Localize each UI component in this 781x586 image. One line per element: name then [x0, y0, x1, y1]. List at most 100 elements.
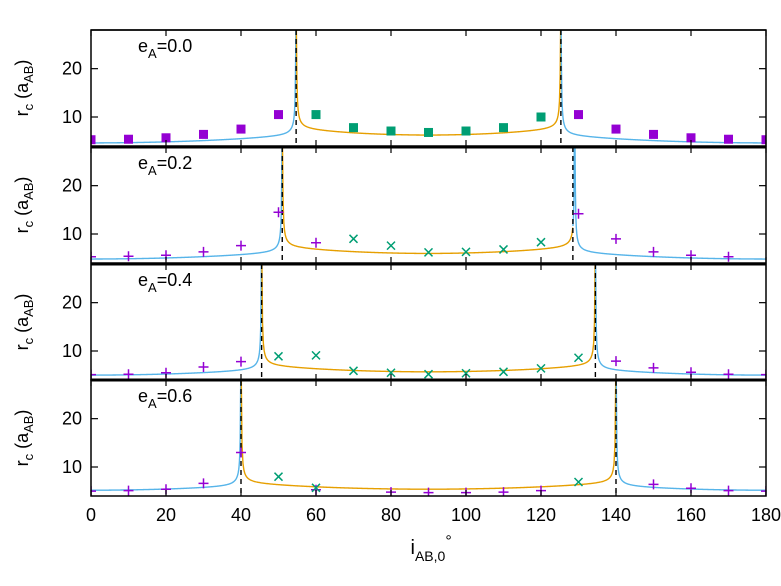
data-point-green [386, 126, 396, 136]
data-point-purple [236, 447, 246, 458]
y-tick-label: 10 [62, 341, 82, 361]
data-point-green [423, 369, 434, 379]
y-axis-title: rc (aAB) [12, 177, 36, 234]
data-point-green [423, 247, 434, 257]
x-tick-label: 180 [751, 505, 781, 525]
panel-1: 10 20 eA=0.2 rc (aAB) [12, 145, 767, 264]
panel-content [91, 380, 766, 496]
y-axis-title: rc (aAB) [12, 60, 36, 117]
panel-content [91, 30, 766, 146]
data-point-purple [611, 233, 621, 244]
prograde-curve-left [91, 147, 283, 260]
data-point-purple [723, 485, 734, 496]
data-point-purple [648, 479, 659, 490]
data-point-green [536, 237, 546, 247]
data-point-purple [686, 133, 696, 143]
x-axis: 0 20 40 60 80 100 120 140 160 180 [86, 505, 781, 525]
data-point-green [461, 368, 471, 378]
data-point-purple [161, 133, 171, 143]
data-point-purple [198, 478, 209, 489]
panel-label: eA=0.2 [138, 153, 192, 178]
x-tick-label: 0 [86, 505, 96, 525]
y-tick-label: 20 [62, 409, 82, 429]
data-point-green [386, 241, 396, 251]
panel-label: eA=0.6 [138, 386, 192, 411]
prograde-curve-right [594, 264, 766, 376]
data-point-purple [611, 124, 621, 134]
data-point-purple [123, 369, 134, 380]
data-point-purple [124, 134, 133, 144]
data-point-purple [311, 237, 321, 248]
data-point-purple [91, 486, 96, 496]
data-point-purple [649, 129, 658, 139]
y-axis-title: rc (aAB) [12, 410, 36, 467]
prograde-curve-left [91, 264, 263, 376]
data-point-purple [198, 246, 209, 257]
data-point-purple [648, 362, 659, 373]
data-point-purple [274, 110, 283, 120]
data-point-green [573, 477, 584, 487]
y-tick-label: 10 [62, 457, 82, 477]
panel-frame [90, 263, 767, 381]
x-tick-label: 20 [156, 505, 176, 525]
x-axis-title: iAB,0° [411, 533, 452, 564]
panel-content [91, 147, 766, 263]
data-point-green [498, 367, 509, 377]
x-tick-label: 80 [381, 505, 401, 525]
panel-0: 10 20 eA=0.0 rc (aAB) [12, 29, 767, 147]
data-point-purple [761, 135, 766, 145]
data-point-green [273, 351, 284, 361]
data-point-purple [91, 135, 96, 145]
data-point-purple [724, 134, 733, 144]
data-point-purple [273, 207, 284, 218]
panel-frame [90, 146, 767, 264]
data-point-green [349, 123, 358, 133]
data-point-purple [199, 129, 208, 139]
y-tick-label: 10 [62, 107, 82, 127]
retrograde-curve [295, 30, 562, 136]
data-point-green [499, 123, 508, 133]
x-tick-label: 140 [601, 505, 631, 525]
data-point-purple [236, 124, 246, 134]
data-point-purple [236, 356, 246, 367]
data-point-green [461, 247, 471, 257]
data-point-green [311, 350, 321, 360]
x-tick-label: 120 [526, 505, 556, 525]
x-tick-label: 60 [306, 505, 326, 525]
panel-label: eA=0.4 [138, 270, 192, 295]
data-point-purple [761, 369, 766, 380]
data-point-purple [236, 240, 246, 251]
data-point-green [386, 368, 396, 378]
data-point-purple [91, 369, 96, 380]
data-point-green [348, 366, 359, 376]
data-point-green [498, 244, 509, 254]
y-tick-label: 10 [62, 224, 82, 244]
data-point-green [311, 110, 321, 120]
data-point-purple [123, 485, 134, 496]
data-point-purple [91, 251, 96, 262]
data-point-green [536, 363, 546, 373]
panel-3: 10 20 eA=0.6 rc (aAB) [12, 378, 767, 497]
x-tick-label: 160 [676, 505, 706, 525]
data-point-green [311, 483, 321, 493]
y-tick-label: 20 [62, 293, 82, 313]
data-point-purple [611, 356, 621, 367]
data-point-green [536, 112, 546, 122]
data-point-purple [573, 208, 584, 219]
panel-2: 10 20 eA=0.4 rc (aAB) [12, 262, 767, 381]
panel-frame [90, 379, 767, 497]
data-point-purple [574, 110, 583, 120]
x-tick-label: 40 [231, 505, 251, 525]
data-point-purple [198, 361, 209, 372]
panels: 10 20 eA=0.0 rc (aAB) 10 20 eA=0.2 rc (aAB) 10 20… [12, 29, 767, 497]
data-point-purple [123, 251, 134, 262]
data-point-green [348, 234, 359, 244]
data-point-purple [761, 486, 766, 496]
x-tick-label: 100 [451, 505, 481, 525]
y-tick-label: 20 [62, 176, 82, 196]
prograde-curve-right [572, 147, 766, 260]
y-tick-label: 20 [62, 59, 82, 79]
panel-label: eA=0.0 [138, 36, 192, 61]
data-point-green [273, 472, 284, 482]
